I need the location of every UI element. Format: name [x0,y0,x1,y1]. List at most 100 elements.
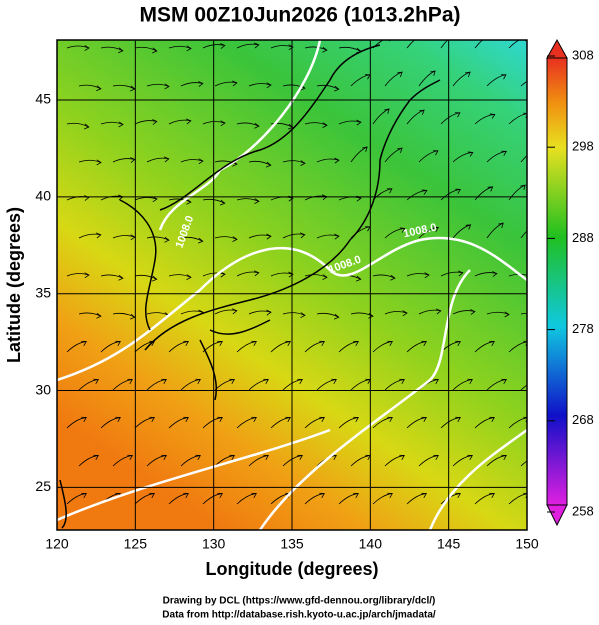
stream-arrow [183,492,189,498]
stream-arrow [288,271,294,278]
stream-arrow [432,150,439,156]
stream-arrow [118,274,124,281]
stream-arrow [489,340,495,346]
streamline [100,46,124,52]
stream-arrow [397,147,403,153]
stream-arrow [430,70,436,76]
stream-arrow [96,312,102,319]
stream-arrow [455,340,461,346]
streamline [316,158,340,163]
streamline [146,236,170,241]
stream-arrow [419,109,425,115]
streamline [112,235,136,239]
stream-arrow [355,275,362,282]
stream-arrow [254,198,260,205]
stream-arrow [285,416,291,422]
stream-arrow [263,378,269,384]
streamline [406,273,430,277]
stream-arrow [465,224,472,230]
stream-arrow [489,416,495,422]
streamline [146,83,170,87]
stream-arrow [251,416,257,422]
streamline [520,384,527,391]
stream-arrow [152,47,158,54]
stream-arrow [433,454,439,460]
stream-arrow [96,232,102,239]
streamline [270,272,294,277]
stream-arrow [266,82,272,89]
stream-arrow [217,416,223,422]
x-axis-label: Longitude (degrees) [205,559,378,579]
streamline [474,40,484,49]
streamline [112,312,135,318]
stream-arrow [399,454,405,460]
stream-arrow [433,378,439,384]
stream-arrow [164,236,170,243]
stream-arrow [161,378,167,384]
colorbar-tick-label: 288 [572,230,594,245]
stream-arrow [217,340,223,346]
colorbar-tick-label: 268 [572,412,594,427]
stream-arrow [421,340,427,346]
stream-arrow [319,492,325,498]
stream-arrow [232,80,238,87]
stream-arrow [84,195,90,201]
stream-arrow [433,226,439,232]
x-tick-label: 150 [515,536,539,552]
stream-arrow [500,74,507,80]
streamline [214,236,238,240]
stream-arrow [220,120,226,127]
stream-arrow [467,378,473,384]
stream-arrow [152,119,158,125]
y-tick-label: 25 [35,478,51,494]
streamline [270,45,294,49]
stream-arrow [287,123,294,130]
streamline [66,122,89,128]
streamline [214,160,238,165]
stream-arrow [470,309,476,315]
streamline [520,155,527,163]
stream-arrow [467,454,473,460]
streamline [214,81,237,87]
streamline [168,45,192,49]
streamline [304,122,328,126]
streamline [520,312,527,315]
stream-arrow [387,492,393,498]
colorbar-max-arrow [546,38,568,59]
stream-arrow [501,150,507,156]
streamline [66,273,90,277]
stream-arrow [253,270,260,277]
streamline [146,312,170,316]
stream-arrow [520,184,526,191]
stream-arrow [489,492,495,498]
streamline [282,84,306,89]
stream-arrow [220,271,226,278]
streamline [112,84,135,90]
stream-arrow [300,312,306,319]
stream-arrow [84,123,90,130]
streamline [134,197,158,201]
colorbar-tick-label: 258 [572,503,594,518]
x-tick-label: 120 [45,536,69,552]
x-tick-label: 130 [202,536,226,552]
stream-arrow [489,113,496,119]
streamline [134,46,157,52]
streamline [66,45,90,49]
stream-arrow [331,378,337,384]
stream-arrow [498,222,504,229]
streamline [350,312,374,317]
stream-arrow [322,274,328,281]
stream-arrow [164,83,170,90]
stream-arrow [386,188,393,194]
stream-arrow [384,108,390,114]
stream-arrow [152,196,158,203]
stream-arrow [487,34,492,39]
streamline [134,274,157,280]
stream-arrow [458,270,464,277]
streamline [78,159,102,163]
streamline [440,40,449,49]
isobars [57,40,527,530]
streamline [134,120,157,125]
